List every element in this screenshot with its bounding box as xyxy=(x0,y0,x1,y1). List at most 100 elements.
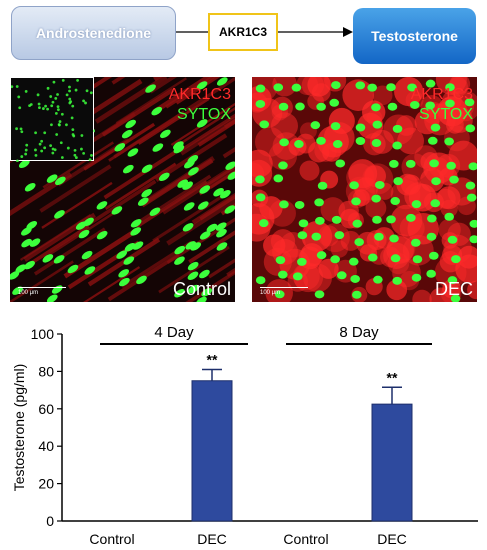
nucleus-mark xyxy=(444,137,454,146)
nucleus-mark xyxy=(96,230,108,240)
nucleus-mark xyxy=(412,255,423,264)
inset-nucleus-mark xyxy=(16,159,19,162)
nucleus-mark xyxy=(42,254,54,263)
nucleus-mark xyxy=(411,273,422,282)
nucleus-mark xyxy=(279,138,289,147)
nucleus-mark xyxy=(279,200,289,209)
inset-nucleus-mark xyxy=(25,143,29,147)
nucleus-mark xyxy=(199,185,211,194)
nucleus-mark xyxy=(390,254,401,263)
cell-body-mark xyxy=(442,279,462,299)
nucleus-mark xyxy=(445,83,455,92)
nucleus-mark xyxy=(387,102,398,111)
fiber-mark xyxy=(185,77,235,112)
scale-bar-dec: 100 μm xyxy=(260,287,308,296)
inset-nucleus-mark xyxy=(73,153,77,157)
nucleus-mark xyxy=(132,241,144,250)
nucleus-mark xyxy=(355,123,366,132)
inset-nucleus-mark xyxy=(54,111,58,115)
inset-nucleus-mark xyxy=(36,93,40,97)
nucleus-mark xyxy=(21,227,32,236)
nucleus-mark xyxy=(468,162,477,171)
nucleus-mark xyxy=(67,264,79,274)
stain-legend-control: AKR1C3 SYTOX xyxy=(169,85,231,125)
nucleus-mark xyxy=(255,175,265,184)
inset-nucleus-mark xyxy=(50,123,53,127)
nucleus-mark xyxy=(410,238,421,247)
inset-nucleus-mark xyxy=(76,79,79,82)
nucleus-mark xyxy=(465,124,476,133)
inset-nucleus-mark xyxy=(43,146,47,150)
nucleus-mark xyxy=(405,159,416,168)
nucleus-mark xyxy=(177,179,188,188)
nucleus-mark xyxy=(199,269,210,279)
nucleus-mark xyxy=(295,102,305,111)
nucleus-mark xyxy=(81,250,93,260)
nucleus-mark xyxy=(316,136,326,145)
inset-nucleus-mark xyxy=(71,128,75,132)
cell-body-mark xyxy=(296,77,319,96)
inset-nucleus-mark xyxy=(38,142,42,146)
inset-nucleus-mark xyxy=(46,86,50,90)
cell-body-mark xyxy=(446,115,464,134)
inset-nucleus-mark xyxy=(49,144,53,148)
nucleus-mark xyxy=(278,102,289,111)
nucleus-mark xyxy=(182,223,194,232)
inset-nucleus-mark xyxy=(65,93,69,97)
nucleus-mark xyxy=(118,269,129,278)
cell-body-mark xyxy=(254,126,285,157)
cell-body-mark xyxy=(354,177,378,201)
nucleus-mark xyxy=(291,83,302,92)
nucleus-mark xyxy=(407,83,417,92)
inset-nucleus-mark xyxy=(68,85,71,89)
nucleus-mark xyxy=(190,242,202,251)
nucleus-mark xyxy=(316,102,326,111)
nucleus-mark xyxy=(355,137,366,146)
inset-nucleus-mark xyxy=(82,151,86,155)
pathway-arrows xyxy=(176,27,353,37)
nucleus-mark xyxy=(371,194,381,203)
nucleus-mark xyxy=(158,172,170,182)
inset-nucleus-mark xyxy=(56,93,59,96)
nucleus-mark xyxy=(136,275,147,285)
nucleus-mark xyxy=(255,99,266,108)
inset-nucleus-mark xyxy=(20,130,24,134)
y-tick-label: 0 xyxy=(46,513,54,529)
nucleus-mark xyxy=(274,290,285,299)
cell-body-mark xyxy=(292,262,320,290)
cell-body-mark xyxy=(365,197,387,219)
inset-nucleus-mark xyxy=(43,131,47,135)
nucleus-mark xyxy=(336,271,347,280)
fiber-mark xyxy=(39,164,112,213)
nucleus-mark xyxy=(18,159,30,169)
nucleus-mark xyxy=(121,129,133,139)
nucleus-mark xyxy=(351,197,361,206)
nucleus-mark xyxy=(373,275,383,284)
nucleus-mark xyxy=(149,207,161,216)
nucleus-mark xyxy=(141,188,153,198)
inset-nucleus-mark xyxy=(88,158,92,162)
inset-nucleus-mark xyxy=(58,123,61,127)
nucleus-mark xyxy=(335,159,346,168)
fiber-mark xyxy=(158,245,230,294)
fiber-mark xyxy=(33,227,106,276)
nucleus-mark xyxy=(188,284,199,294)
nucleus-mark xyxy=(277,270,288,279)
nucleus-mark xyxy=(174,289,185,298)
stain-label-red: AKR1C3 xyxy=(410,86,473,103)
micrograph-inset xyxy=(10,77,95,162)
nucleus-mark xyxy=(15,264,27,273)
nucleus-mark xyxy=(372,215,382,224)
nucleus-mark xyxy=(12,286,23,295)
arrowhead xyxy=(343,27,353,37)
nucleus-mark xyxy=(197,201,209,210)
fiber-mark xyxy=(140,158,214,208)
cell-body-mark xyxy=(457,245,477,269)
nucleus-mark xyxy=(317,181,328,190)
nucleus-mark xyxy=(273,174,284,183)
fiber-mark xyxy=(152,77,213,114)
inset-nucleus-mark xyxy=(80,147,83,151)
nucleus-mark xyxy=(426,232,437,241)
nucleus-mark xyxy=(469,235,477,244)
nucleus-mark xyxy=(124,243,136,252)
